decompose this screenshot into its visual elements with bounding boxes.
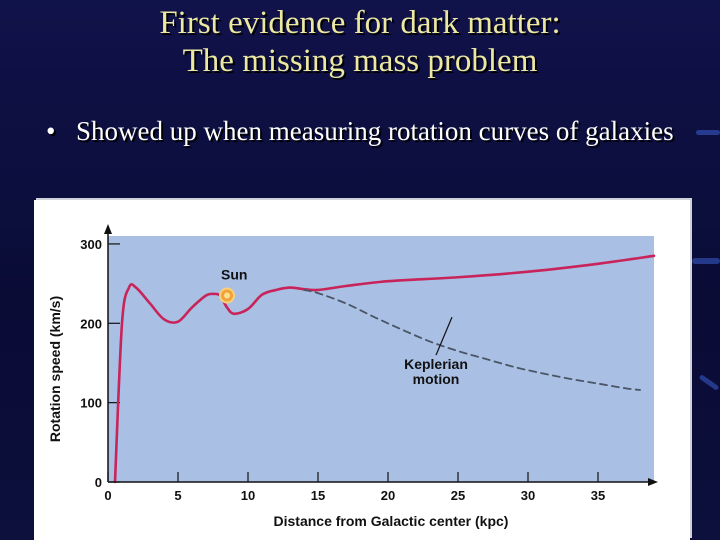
x-tick-label: 30 xyxy=(521,488,535,503)
x-tick-label: 35 xyxy=(591,488,605,503)
decor-bar xyxy=(698,374,720,391)
y-axis-arrow-icon xyxy=(104,224,112,234)
x-tick-label: 25 xyxy=(451,488,465,503)
x-tick-label: 10 xyxy=(241,488,255,503)
y-tick-label: 300 xyxy=(80,237,102,252)
y-tick-label: 0 xyxy=(95,475,102,490)
x-tick-label: 15 xyxy=(311,488,325,503)
x-tick-label: 5 xyxy=(174,488,181,503)
keplerian-annotation-line1: Keplerian xyxy=(404,356,468,372)
y-tick-label: 200 xyxy=(80,316,102,331)
plot-background xyxy=(108,236,654,482)
bullet-text: Showed up when measuring rotation curves… xyxy=(76,116,674,146)
y-axis-label: Rotation speed (km/s) xyxy=(47,296,63,442)
sun-marker xyxy=(219,287,235,304)
y-tick-label: 100 xyxy=(80,396,102,411)
rotation-curve-chart: 0 100 200 300 0 5 10 15 20 25 30 35 Sun Keplerian m… xyxy=(47,224,658,529)
x-axis-arrow-icon xyxy=(648,478,658,486)
keplerian-leader-line xyxy=(435,316,453,356)
decor-bar xyxy=(692,258,720,264)
sun-core xyxy=(224,292,230,299)
decor-bar xyxy=(696,130,720,135)
slide-title-line1: First evidence for dark matter: xyxy=(159,5,561,41)
keplerian-curve xyxy=(303,289,641,391)
keplerian-annotation-line2: motion xyxy=(413,371,460,387)
slide-title-line2: The missing mass problem xyxy=(182,43,538,79)
slide-title: First evidence for dark matter: The miss… xyxy=(0,4,720,80)
sun-annotation: Sun xyxy=(221,267,247,283)
bullet-icon: • xyxy=(46,116,56,146)
rotation-curve-figure: 0 100 200 300 0 5 10 15 20 25 30 35 Sun Keplerian m… xyxy=(34,200,690,540)
observed-rotation-curve xyxy=(113,254,656,484)
x-tick-label: 0 xyxy=(104,488,111,503)
x-axis-label: Distance from Galactic center (kpc) xyxy=(274,513,509,529)
bullet-point: • Showed up when measuring rotation curv… xyxy=(46,116,686,147)
x-tick-label: 20 xyxy=(381,488,395,503)
